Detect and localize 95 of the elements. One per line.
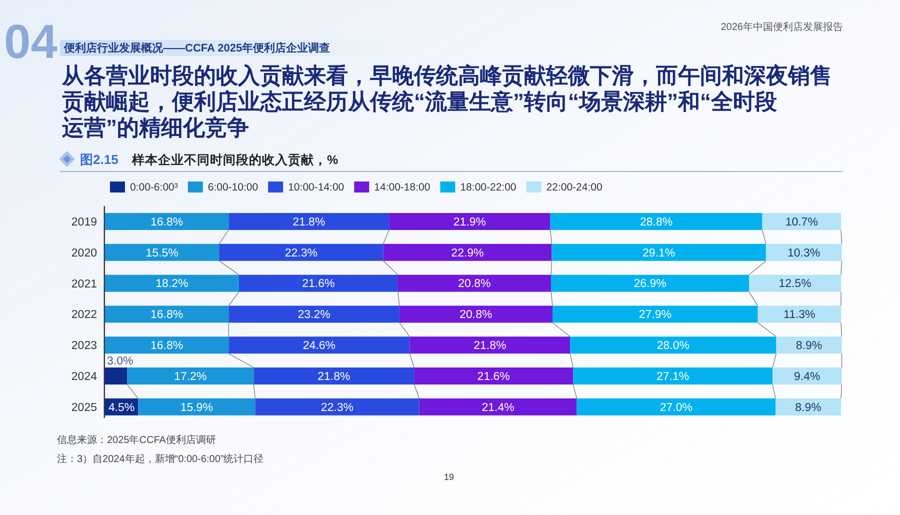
bar [573, 368, 773, 384]
data-label: 4.5% [108, 402, 135, 414]
caption: 图2.15 [80, 152, 118, 167]
bar [776, 336, 842, 354]
data-label: 21.9% [453, 216, 486, 228]
data-label: 3.0% [107, 356, 134, 368]
bar [105, 306, 229, 323]
bar [255, 398, 420, 416]
chart-subtitle: 样本企业不同时间段的收入贡献，% [131, 152, 338, 167]
data-label: 12.5% [778, 278, 812, 290]
legend-label: 0:00-6:00³ [130, 182, 178, 194]
bar [228, 336, 410, 354]
bar [419, 398, 577, 416]
bar [254, 368, 414, 384]
data-label: 8.9% [796, 340, 822, 352]
bar [127, 368, 254, 384]
data-label: 21.6% [477, 370, 510, 383]
data-label: 8.9% [795, 402, 822, 414]
text: 便利店行业发展概况——CCFA 2025年便利店企业调查 [63, 42, 330, 54]
data-label: 15.5% [146, 247, 178, 260]
bar [219, 244, 384, 261]
text: 2026年中国便利店发展报告 [720, 21, 843, 33]
y-tick-label: 2025 [71, 402, 97, 414]
bar [105, 336, 229, 354]
data-label: 22.3% [284, 247, 318, 260]
data-label: 11.3% [784, 309, 816, 322]
bar [551, 274, 749, 292]
data-label: 21.4% [482, 402, 514, 414]
legend-label: 22:00-24:00 [546, 182, 602, 194]
data-label: 28.8% [640, 216, 673, 228]
legend-label: 18:00-22:00 [460, 182, 516, 194]
bar [389, 213, 550, 230]
data-label: 27.9% [638, 309, 672, 322]
bar [766, 244, 842, 261]
y-tick-label: 2024 [71, 371, 98, 383]
data-label: 17.2% [174, 370, 207, 383]
bar [228, 306, 400, 323]
text: 04 [4, 16, 58, 69]
data-label: 10.3% [788, 247, 820, 260]
data-label: 23.2% [298, 309, 330, 322]
bar [105, 274, 239, 292]
legend-label: 14:00-18:00 [374, 182, 430, 194]
bar [383, 244, 552, 261]
text: 19 [444, 472, 454, 482]
data-label: 28.0% [656, 340, 690, 352]
data-label: 22.9% [451, 247, 484, 260]
bar [775, 398, 841, 416]
bar [550, 213, 762, 230]
bar [570, 336, 776, 354]
bar [138, 398, 256, 416]
data-label: 16.8% [150, 216, 184, 228]
bar [552, 244, 766, 261]
bar [399, 306, 552, 323]
y-tick-label: 2023 [71, 340, 97, 352]
bar [410, 336, 570, 354]
data-label: 16.8% [150, 340, 184, 352]
bar [762, 213, 841, 230]
data-label: 10.7% [785, 216, 818, 228]
data-label: 16.8% [150, 309, 184, 322]
data-label: 26.9% [634, 278, 666, 290]
bar [105, 368, 128, 384]
bar [758, 306, 841, 323]
data-label: 21.8% [292, 216, 326, 228]
legend-label: 6:00-10:00 [208, 182, 258, 194]
data-label: 18.2% [156, 278, 188, 290]
legend-label: 10:00-14:00 [288, 182, 344, 194]
data-label: 15.9% [180, 402, 213, 414]
data-label: 21.8% [474, 340, 506, 352]
bar [228, 213, 390, 230]
data-label: 27.1% [656, 370, 690, 383]
bar [398, 274, 552, 292]
bar [772, 368, 842, 384]
y-tick-label: 2019 [71, 216, 97, 228]
bar [105, 244, 220, 261]
bar [238, 274, 398, 292]
data-label: 22.3% [320, 402, 354, 414]
data-label: 20.8% [460, 309, 492, 322]
y-tick-label: 2022 [71, 309, 97, 322]
y-tick-label: 2021 [71, 278, 97, 290]
bar [414, 368, 574, 384]
data-label: 21.6% [302, 278, 335, 290]
data-label: 27.0% [660, 402, 692, 414]
text: 信息来源：2025年CCFA便利店调研 [57, 434, 216, 446]
bar [105, 213, 229, 230]
text: 注：3）自2024年起，新增“0:00-6:00”统计口径 [57, 453, 264, 465]
data-label: 29.1% [642, 247, 676, 260]
bar [552, 306, 758, 323]
y-tick-label: 2020 [71, 247, 97, 260]
data-label: 21.8% [318, 370, 350, 383]
bar [576, 398, 776, 416]
data-label: 9.4% [794, 370, 820, 383]
data-label: 24.6% [302, 340, 336, 352]
data-label: 20.8% [458, 278, 491, 290]
bar [749, 274, 841, 292]
chart-title: 从各营业时段的收入贡献来看，早晚传统高峰贡献轻微下滑，而午间和深夜销售贡献崛起，便利店业态正经历从传统“流量生意”转向“场景深耕”和“全时段运营”的精细化竞争 [61, 63, 832, 140]
